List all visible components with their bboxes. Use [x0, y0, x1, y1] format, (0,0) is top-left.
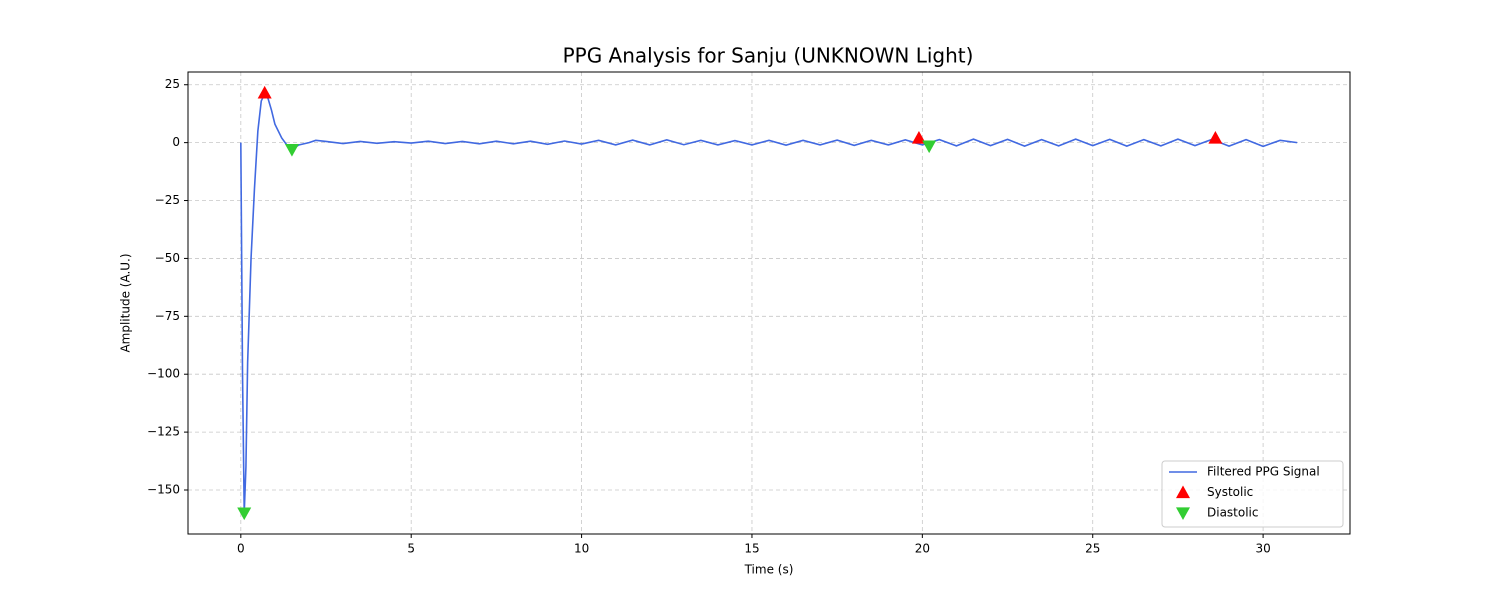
chart-title: PPG Analysis for Sanju (UNKNOWN Light): [563, 44, 974, 68]
y-tick-label: −125: [147, 425, 180, 439]
peak-marker: [922, 140, 937, 154]
legend-swatch: [1176, 507, 1190, 520]
x-tick-label: 0: [237, 542, 245, 556]
x-axis-label: Time (s): [744, 563, 794, 577]
legend-label: Filtered PPG Signal: [1207, 465, 1320, 479]
y-tick-label: −75: [155, 309, 180, 323]
y-tick-label: 25: [165, 77, 180, 91]
legend-label: Systolic: [1207, 485, 1253, 499]
x-tick-label: 30: [1255, 542, 1270, 556]
peak-marker: [1208, 131, 1223, 144]
y-tick-label: −150: [147, 483, 180, 497]
x-tick-label: 25: [1085, 542, 1100, 556]
legend-box: [1161, 460, 1344, 528]
y-tick-label: −50: [155, 251, 180, 265]
peak-marker: [257, 85, 272, 99]
y-tick-label: 0: [172, 135, 180, 149]
legend-label: Diastolic: [1207, 506, 1259, 520]
x-tick-label: 5: [407, 542, 415, 556]
peak-marker: [284, 143, 299, 157]
x-tick-label: 15: [744, 542, 759, 556]
y-tick-label: −25: [155, 193, 180, 207]
y-axis-label: Amplitude (A.U.): [119, 253, 133, 352]
x-tick-label: 10: [574, 542, 589, 556]
peak-marker: [237, 507, 252, 521]
x-tick-label: 20: [915, 542, 930, 556]
y-tick-label: −100: [147, 367, 180, 381]
peak-marker: [911, 131, 926, 144]
legend-swatch: [1176, 485, 1190, 499]
signal-line: [240, 92, 1298, 514]
plot-frame: [187, 71, 1351, 535]
